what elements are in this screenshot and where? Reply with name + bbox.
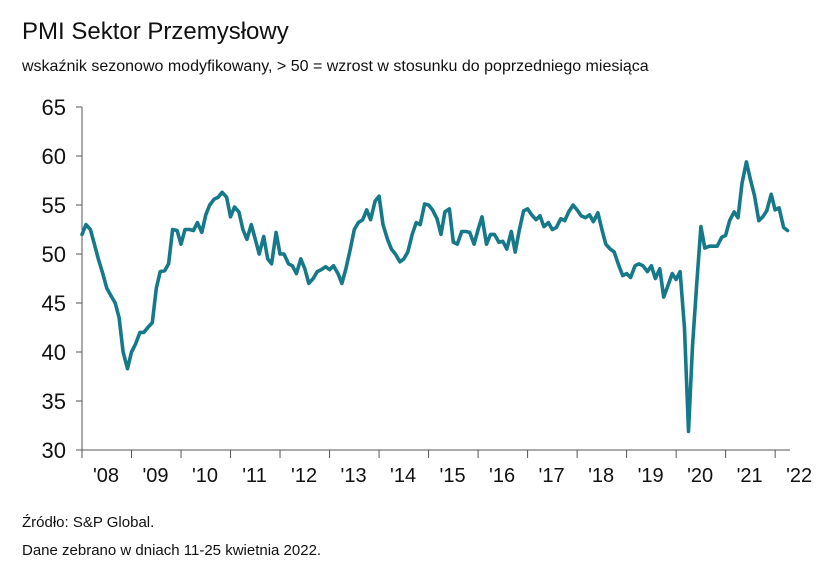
x-tick-label: '15	[440, 465, 466, 487]
x-tick-label: '19	[638, 465, 664, 487]
plot-area	[80, 160, 790, 434]
y-tick-label: 65	[42, 95, 66, 120]
x-tick-label: '09	[142, 465, 168, 487]
chart-title: PMI Sektor Przemysłowy	[22, 18, 289, 45]
y-tick-label: 45	[42, 291, 66, 316]
pmi-series-line	[80, 160, 790, 434]
x-tick-label: '18	[588, 465, 614, 487]
y-tick-label: 35	[42, 389, 66, 414]
y-tick-label: 55	[42, 193, 66, 218]
chart-subtitle: wskaźnik sezonowo modyfikowany, > 50 = w…	[22, 58, 649, 75]
x-tick-label: '13	[341, 465, 367, 487]
y-tick-label: 40	[42, 340, 66, 365]
x-tick-label: '10	[192, 465, 218, 487]
y-tick-label: 60	[42, 144, 66, 169]
x-tick-label: '11	[242, 465, 267, 487]
x-tick-label: '17	[539, 465, 565, 487]
source-note: Źródło: S&P Global.	[22, 514, 155, 531]
x-tick-label: '16	[489, 465, 515, 487]
x-tick-label: '21	[737, 465, 763, 487]
x-tick-label: '12	[291, 465, 317, 487]
y-tick-label: 50	[42, 242, 66, 267]
x-tick-label: '20	[687, 465, 713, 487]
y-tick-label: 30	[42, 438, 66, 463]
collection-note: Dane zebrano w dniach 11-25 kwietnia 202…	[22, 542, 322, 559]
x-tick-label: '14	[390, 465, 416, 487]
chart-axes: 30 35 40 45 50 55 60 65 '08 '09 '10 '11 '12 '13 '14 '15…	[42, 95, 813, 487]
x-tick-label: '08	[93, 465, 119, 487]
x-tick-label: '22	[786, 465, 812, 487]
